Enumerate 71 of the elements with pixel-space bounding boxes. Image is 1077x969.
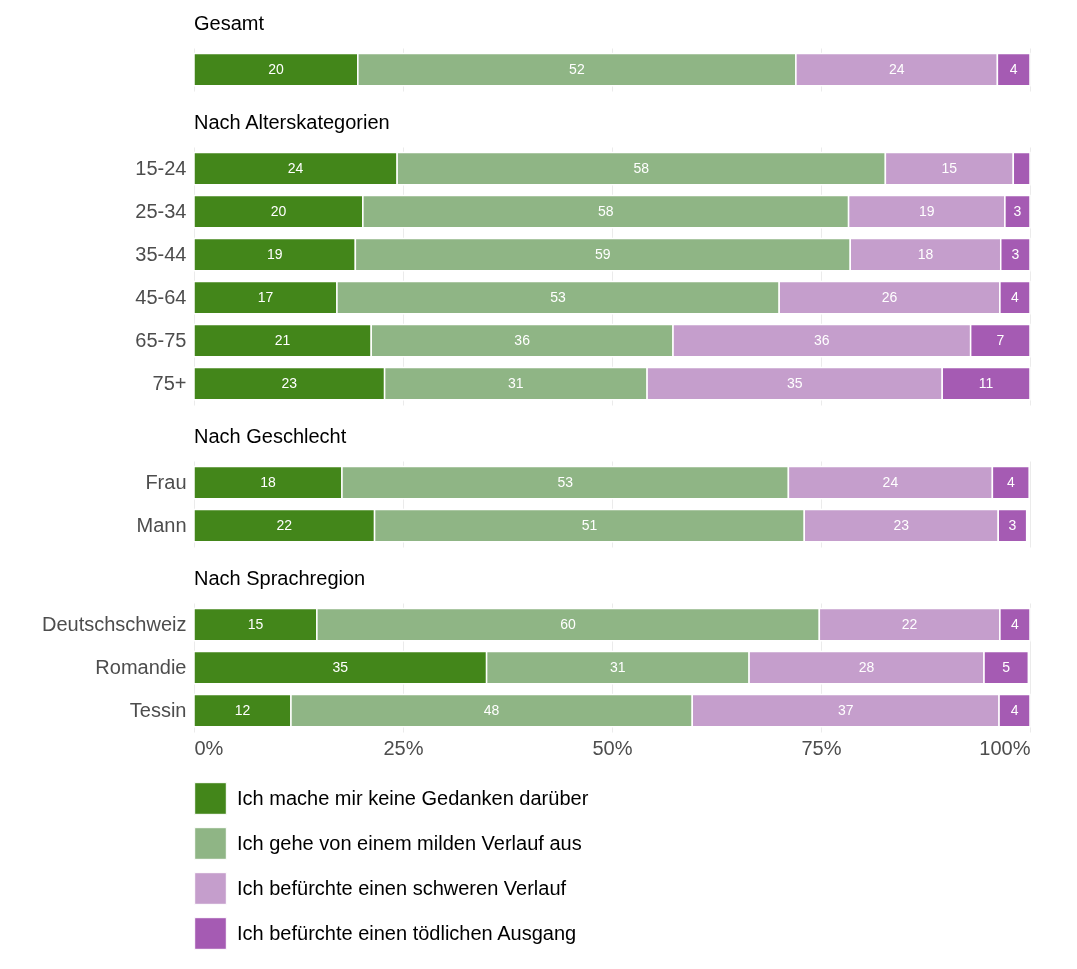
data-label: 5 bbox=[1002, 658, 1011, 675]
y-tick-label: 75+ bbox=[152, 371, 187, 394]
data-label: 15 bbox=[941, 159, 958, 176]
data-label: 53 bbox=[550, 288, 567, 305]
legend-label: Ich befürchte einen tödlichen Ausgang bbox=[237, 921, 577, 944]
y-tick-label: 25-34 bbox=[135, 199, 187, 222]
data-label: 28 bbox=[858, 658, 875, 675]
data-label: 60 bbox=[560, 615, 577, 632]
y-tick-label: 15-24 bbox=[135, 156, 187, 179]
data-label: 15 bbox=[247, 615, 264, 632]
y-tick-label: 65-75 bbox=[135, 328, 187, 351]
data-label: 3 bbox=[1008, 516, 1017, 533]
data-label: 26 bbox=[881, 288, 898, 305]
data-label: 22 bbox=[276, 516, 293, 533]
data-label: 37 bbox=[837, 701, 854, 718]
data-label: 36 bbox=[814, 331, 830, 348]
x-tick-label: 100% bbox=[979, 736, 1031, 759]
data-label: 36 bbox=[514, 331, 531, 348]
legend-label: Ich gehe von einem milden Verlauf aus bbox=[237, 831, 582, 854]
data-label: 3 bbox=[1013, 202, 1022, 219]
x-tick-label: 50% bbox=[592, 736, 633, 759]
data-label: 31 bbox=[508, 374, 524, 391]
x-tick-label: 0% bbox=[194, 736, 224, 759]
chart-title: Gesamt bbox=[194, 12, 265, 34]
x-tick-label: 75% bbox=[801, 736, 842, 759]
data-label: 12 bbox=[234, 701, 251, 718]
data-label: 20 bbox=[270, 202, 287, 219]
data-label: 31 bbox=[610, 658, 626, 675]
data-label: 23 bbox=[893, 516, 910, 533]
chart-title: Nach Geschlecht bbox=[194, 425, 347, 447]
data-label: 4 bbox=[1010, 701, 1019, 718]
data-label: 4 bbox=[1011, 288, 1020, 305]
data-label: 24 bbox=[888, 60, 905, 77]
data-label: 35 bbox=[332, 658, 349, 675]
y-tick-label: Tessin bbox=[129, 698, 187, 721]
data-label: 35 bbox=[786, 374, 803, 391]
y-tick-label: Romandie bbox=[95, 655, 187, 678]
data-label: 52 bbox=[569, 60, 585, 77]
data-label: 58 bbox=[597, 202, 614, 219]
data-label: 18 bbox=[917, 245, 934, 262]
data-label: 17 bbox=[257, 288, 274, 305]
data-label: 4 bbox=[1006, 473, 1015, 490]
y-tick-label: Frau bbox=[145, 470, 187, 493]
y-tick-label: Deutschschweiz bbox=[41, 612, 187, 635]
legend-label: Ich befürchte einen schweren Verlauf bbox=[237, 876, 567, 899]
data-label: 59 bbox=[595, 245, 611, 262]
data-label: 19 bbox=[918, 202, 935, 219]
data-label: 20 bbox=[268, 60, 284, 77]
data-label: 19 bbox=[266, 245, 283, 262]
data-label: 4 bbox=[1009, 60, 1018, 77]
data-label: 22 bbox=[901, 615, 918, 632]
data-label: 23 bbox=[281, 374, 298, 391]
data-label: 4 bbox=[1011, 615, 1020, 632]
data-label: 48 bbox=[483, 701, 500, 718]
data-label: 24 bbox=[882, 473, 899, 490]
data-label: 3 bbox=[1011, 245, 1020, 262]
data-label: 11 bbox=[978, 374, 994, 391]
chart-title: Nach Sprachregion bbox=[194, 567, 366, 589]
data-label: 58 bbox=[633, 159, 650, 176]
y-tick-label: Mann bbox=[136, 513, 187, 536]
x-tick-label: 25% bbox=[383, 736, 424, 759]
data-label: 18 bbox=[260, 473, 276, 490]
data-label: 24 bbox=[287, 159, 304, 176]
data-label: 21 bbox=[274, 331, 291, 348]
legend-label: Ich mache mir keine Gedanken darüber bbox=[237, 786, 589, 809]
y-tick-label: 35-44 bbox=[135, 242, 187, 265]
data-label: 7 bbox=[996, 331, 1005, 348]
data-label: 51 bbox=[581, 516, 598, 533]
chart-title: Nach Alterskategorien bbox=[194, 111, 390, 133]
y-tick-label: 45-64 bbox=[135, 285, 187, 308]
data-label: 53 bbox=[557, 473, 574, 490]
